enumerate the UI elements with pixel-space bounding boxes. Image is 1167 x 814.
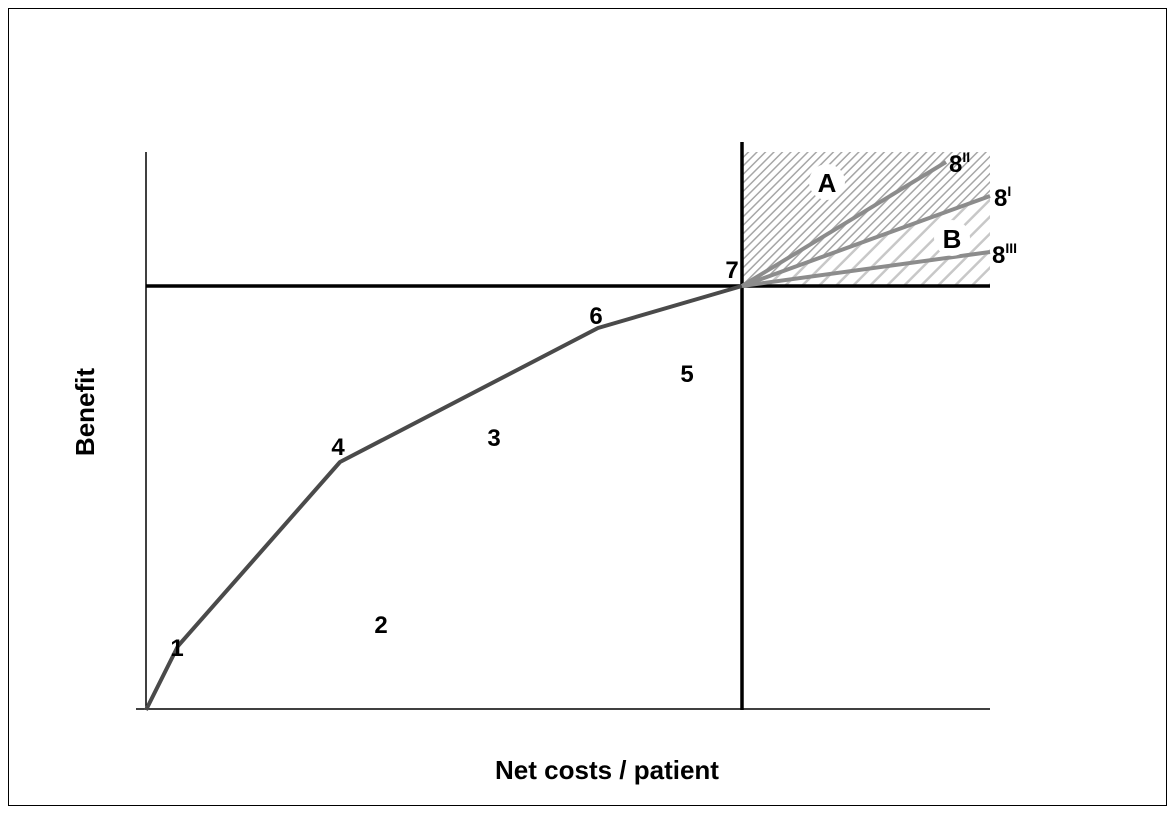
ray-label-8-ii: 8II bbox=[949, 149, 970, 178]
ray-label-8-i-base: 8 bbox=[994, 185, 1007, 212]
point-label-3: 3 bbox=[487, 425, 500, 452]
region-a-hatch bbox=[742, 152, 990, 286]
point-label-1: 1 bbox=[170, 635, 183, 662]
efficiency-frontier bbox=[144, 284, 743, 711]
ray-label-8-i: 8I bbox=[994, 183, 1011, 212]
point-label-5: 5 bbox=[680, 361, 693, 388]
region-b-label: B bbox=[943, 224, 962, 254]
ray-label-8-ii-sup: II bbox=[962, 149, 970, 165]
ray-label-8-i-sup: I bbox=[1007, 183, 1011, 199]
ray-label-8-iii-sup: III bbox=[1005, 240, 1017, 256]
ray-label-8-iii-base: 8 bbox=[992, 242, 1005, 269]
region-a-label: A bbox=[818, 168, 837, 198]
ray-8-ii bbox=[740, 160, 948, 288]
point-label-6: 6 bbox=[589, 303, 602, 330]
page-frame bbox=[8, 8, 1167, 806]
point-label-4: 4 bbox=[331, 434, 345, 461]
ray-label-8-iii: 8III bbox=[992, 240, 1017, 269]
point-label-7: 7 bbox=[725, 257, 738, 284]
ray-label-8-ii-base: 8 bbox=[949, 151, 962, 178]
ray-8-i bbox=[741, 194, 991, 288]
y-axis-label: Benefit bbox=[70, 368, 100, 456]
point-label-2: 2 bbox=[374, 612, 387, 639]
ray-8-iii bbox=[741, 250, 991, 288]
region-b-circle bbox=[934, 220, 970, 256]
x-axis-label: Net costs / patient bbox=[495, 755, 719, 785]
region-a-circle bbox=[809, 164, 845, 200]
